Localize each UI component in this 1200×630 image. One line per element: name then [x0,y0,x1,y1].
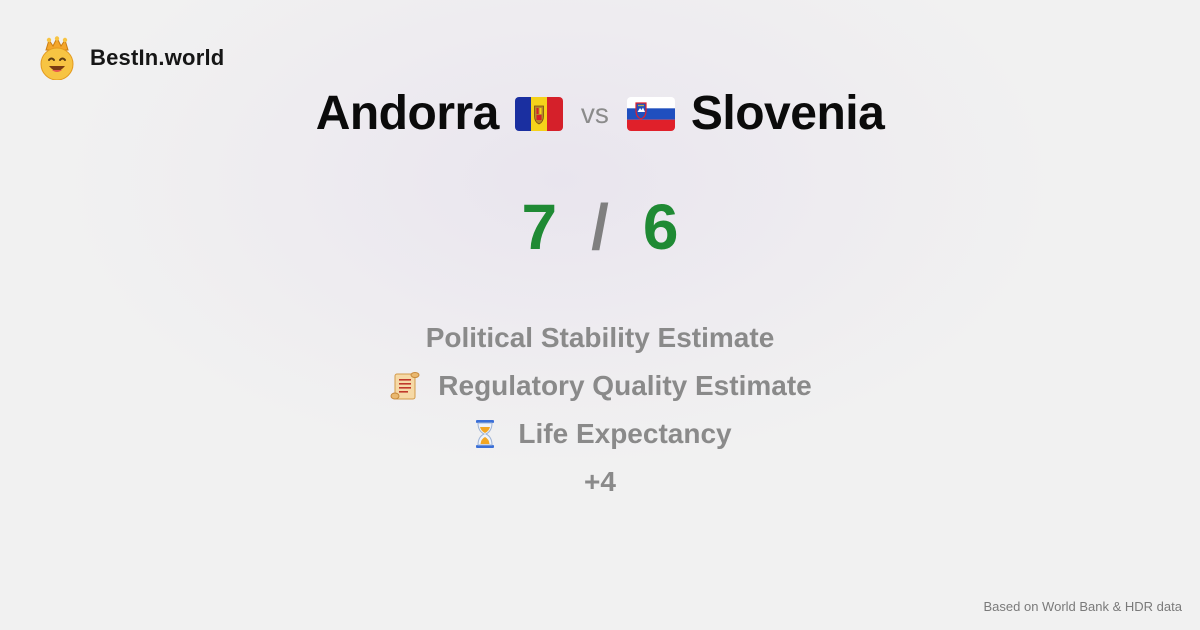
hourglass-icon [468,417,502,451]
brand-name: BestIn.world [90,45,225,70]
score-row: 7 / 6 [0,190,1200,264]
comparison-title: Andorra vs Slovenia [0,86,1200,141]
right-country-name: Slovenia [690,87,885,140]
scroll-icon [388,369,422,403]
more-metrics-count[interactable]: +4 [584,466,616,497]
data-source-note: Based on World Bank & HDR data [983,599,1182,614]
crowned-smiley-icon [40,36,74,80]
slovenia-flag-icon [626,96,675,131]
metric-label: Life Expectancy [518,418,732,449]
andorra-flag-icon [514,96,563,131]
metrics-list: Political Stability Estimate Regulatory … [0,314,1200,506]
metric-item: Life Expectancy [0,410,1200,458]
left-country-name: Andorra [315,87,500,140]
vs-label: vs [580,97,609,129]
metric-item: Political Stability Estimate [0,314,1200,362]
brand[interactable]: BestIn.world [38,36,224,80]
metric-item: Regulatory Quality Estimate [0,362,1200,410]
left-score: 7 [521,191,558,263]
score-separator: / [591,191,609,263]
metric-label: Political Stability Estimate [425,322,775,353]
metric-label: Regulatory Quality Estimate [438,370,812,401]
right-score: 6 [642,191,679,263]
